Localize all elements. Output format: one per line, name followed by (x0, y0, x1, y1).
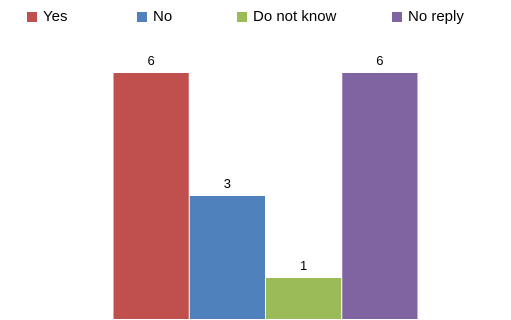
legend-label-no-reply: No reply (408, 8, 464, 25)
legend-label-do-not-know: Do not know (253, 8, 337, 25)
data-label-yes: 6 (148, 53, 155, 68)
legend-item-no-reply: No reply (392, 8, 464, 25)
legend-item-do-not-know: Do not know (237, 8, 336, 25)
legend-swatch-yes (27, 11, 37, 22)
bar-no (189, 196, 265, 319)
chart-legend: Yes No Do not know No reply (0, 0, 511, 30)
data-label-do-not-know: 1 (300, 258, 307, 273)
legend-item-yes: Yes (27, 8, 67, 25)
bar-do-not-know (266, 278, 342, 319)
bar-yes (113, 73, 189, 319)
legend-item-no: No (137, 8, 172, 25)
data-label-no: 3 (224, 176, 231, 191)
data-label-no-reply: 6 (376, 53, 383, 68)
legend-swatch-no (137, 11, 147, 22)
bar-no-reply (342, 73, 418, 319)
legend-swatch-no-reply (392, 11, 402, 22)
legend-swatch-do-not-know (237, 11, 247, 22)
legend-label-no: No (153, 8, 173, 25)
legend-label-yes: Yes (43, 8, 68, 25)
